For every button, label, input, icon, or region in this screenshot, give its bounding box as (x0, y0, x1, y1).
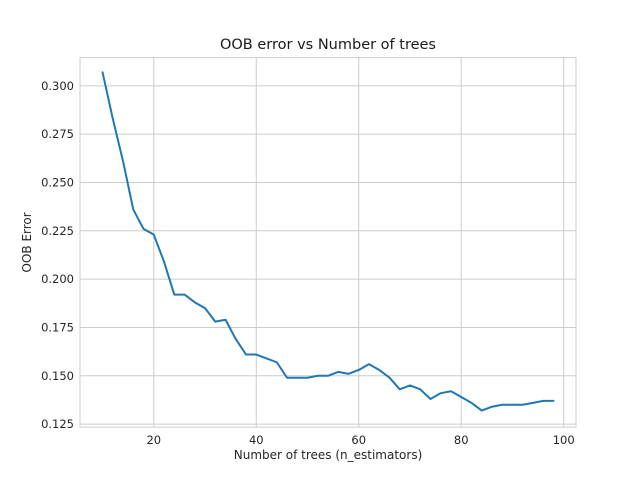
x-tick-label: 60 (351, 433, 366, 447)
x-axis-label: Number of trees (n_estimators) (234, 448, 423, 462)
y-axis-label: OOB Error (20, 212, 34, 272)
y-tick-labels: 0.125 0.150 0.175 0.200 0.225 0.250 0.275 0.300 (41, 79, 74, 431)
y-tick-label: 0.250 (41, 175, 74, 189)
x-tick-label: 40 (249, 433, 264, 447)
y-tick-label: 0.200 (41, 272, 74, 286)
x-tick-label: 20 (146, 433, 161, 447)
oob-error-series-line (101, 71, 555, 412)
plot-frame (79, 57, 577, 428)
gridlines (80, 57, 576, 428)
series-layer (101, 71, 555, 412)
y-tick-label: 0.225 (41, 224, 74, 238)
y-tick-label: 0.300 (41, 79, 74, 93)
x-tick-label: 100 (553, 433, 575, 447)
y-tick-label: 0.175 (41, 320, 74, 334)
y-tick-label: 0.150 (41, 369, 74, 383)
y-tick-label: 0.275 (41, 127, 74, 141)
x-tick-labels: 20 40 60 80 100 (146, 433, 574, 447)
y-tick-label: 0.125 (41, 417, 74, 431)
x-tick-label: 80 (454, 433, 469, 447)
chart-title: OOB error vs Number of trees (220, 37, 436, 53)
